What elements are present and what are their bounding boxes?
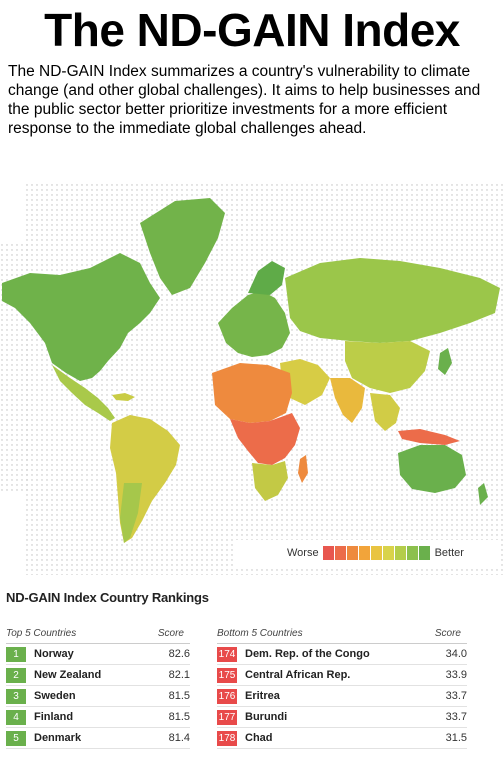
greenland-region [140,198,225,295]
indonesia-region [398,429,460,445]
top-countries-label: Top 5 Countries [6,628,77,639]
north-asia-region [285,258,500,343]
country-score: 33.7 [445,711,467,723]
country-name: New Zealand [34,669,102,681]
country-score: 31.5 [445,732,467,744]
country-score: 34.0 [445,648,467,660]
top-countries-header: Top 5 Countries Score [6,628,190,644]
east-asia-region [345,341,430,393]
bottom-countries-label: Bottom 5 Countries [217,628,303,639]
country-name: Central African Rep. [245,669,351,681]
madagascar-region [298,455,308,483]
japan-region [438,348,452,375]
table-row: 4 Finland 81.5 [6,707,190,728]
world-map-svg [0,183,504,575]
bottom-countries-panel: Bottom 5 Countries Score 174 Dem. Rep. of… [217,628,467,749]
scandinavia-region [248,261,285,295]
rank-badge: 178 [217,730,237,746]
country-score: 82.6 [168,648,190,660]
table-row: 5 Denmark 81.4 [6,728,190,749]
top-score-label: Score [157,628,184,639]
country-name: Denmark [34,732,82,744]
north-america-region [2,253,160,381]
rank-badge: 3 [6,688,26,704]
rank-badge: 174 [217,646,237,662]
southern-africa-region [252,461,288,501]
legend-swatch [382,546,394,560]
country-name: Finland [34,711,74,723]
rank-badge: 5 [6,730,26,746]
south-asia-region [330,378,365,423]
rank-badge: 1 [6,646,26,662]
map-legend: Worse Better [235,540,500,566]
bottom-countries-header: Bottom 5 Countries Score [217,628,467,644]
legend-swatches [322,546,431,560]
europe-region [218,291,290,357]
table-row: 177 Burundi 33.7 [217,707,467,728]
rank-badge: 176 [217,688,237,704]
central-america-region [52,365,115,421]
legend-better-label: Better [434,547,464,559]
page-title: The ND-GAIN Index [44,4,460,56]
country-name: Sweden [34,690,76,702]
country-score: 81.5 [168,711,190,723]
central-africa-region [230,413,300,465]
legend-worse-label: Worse [287,547,319,559]
rank-badge: 2 [6,667,26,683]
legend-swatch [322,546,334,560]
table-row: 176 Eritrea 33.7 [217,686,467,707]
table-row: 1 Norway 82.6 [6,644,190,665]
country-name: Chad [245,732,273,744]
middle-east-region [280,359,330,405]
rank-badge: 175 [217,667,237,683]
intro-text: The ND-GAIN Index summarizes a country's… [8,63,481,137]
table-row: 2 New Zealand 82.1 [6,665,190,686]
table-row: 175 Central African Rep. 33.9 [217,665,467,686]
country-score: 81.5 [168,690,190,702]
legend-swatch [358,546,370,560]
bottom-score-label: Score [434,628,461,639]
table-row: 3 Sweden 81.5 [6,686,190,707]
rank-badge: 177 [217,709,237,725]
bottom-countries-list: 174 Dem. Rep. of the Congo 34.0 175 Central … [217,644,467,749]
southeast-asia-region [370,393,400,431]
legend-swatch [394,546,406,560]
rank-badge: 4 [6,709,26,725]
country-score: 82.1 [168,669,190,681]
rankings-title: ND-GAIN Index Country Rankings [6,590,209,605]
australia-region [398,445,466,493]
top-countries-panel: Top 5 Countries Score 1 Norway 82.6 2 New Ze… [6,628,190,749]
country-score: 33.7 [445,690,467,702]
legend-swatch [370,546,382,560]
country-name: Burundi [245,711,288,723]
legend-swatch [334,546,346,560]
table-row: 174 Dem. Rep. of the Congo 34.0 [217,644,467,665]
country-name: Dem. Rep. of the Congo [245,648,370,660]
caribbean-region [112,393,135,401]
world-map [0,183,504,575]
legend-swatch [418,546,430,560]
legend-swatch [406,546,418,560]
country-name: Eritrea [245,690,280,702]
top-countries-list: 1 Norway 82.6 2 New Zealand 82.1 3 Sweden 81.5 4 F… [6,644,190,749]
table-row: 178 Chad 31.5 [217,728,467,749]
legend-swatch [346,546,358,560]
south-america-south-region [120,483,142,543]
north-africa-region [212,363,292,423]
country-name: Norway [34,648,74,660]
new-zealand-region [478,483,488,505]
country-score: 33.9 [445,669,467,681]
country-score: 81.4 [168,732,190,744]
